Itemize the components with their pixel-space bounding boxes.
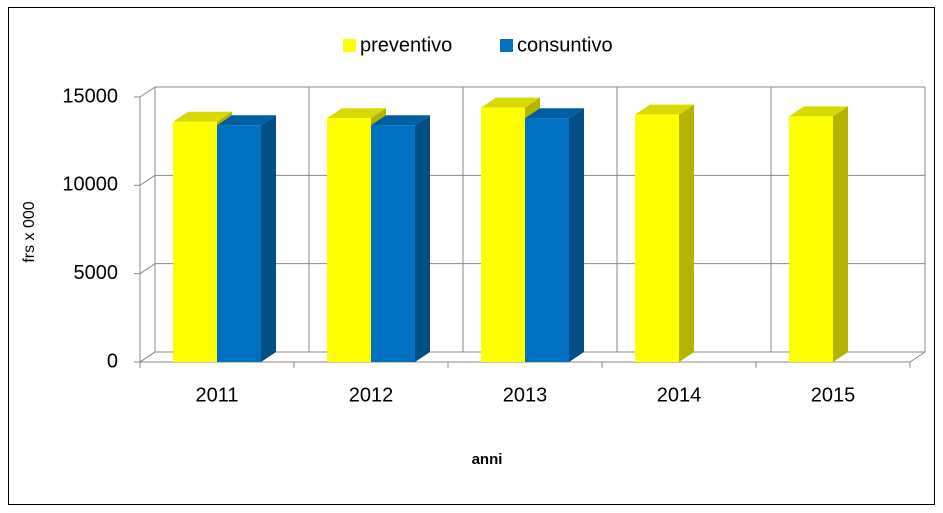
bar-top — [173, 111, 232, 122]
bar-side — [415, 115, 430, 363]
bar-top — [635, 104, 694, 115]
y-tick-label: 15000 — [62, 85, 118, 107]
bar-top — [371, 115, 430, 126]
x-tick-label: 2011 — [195, 384, 238, 406]
grid-line-side — [139, 86, 156, 98]
bar-top — [525, 108, 584, 119]
bar — [525, 118, 569, 362]
x-axis-title: anni — [472, 451, 503, 468]
y-tick-label: 10000 — [62, 174, 118, 196]
bar-side — [261, 115, 276, 363]
y-tick-label: 0 — [107, 350, 118, 372]
bar-top — [481, 97, 540, 108]
bar — [217, 125, 261, 363]
x-tick-label: 2015 — [811, 384, 856, 406]
bar-side — [569, 108, 584, 362]
bar — [789, 116, 833, 362]
bar-top — [327, 108, 386, 119]
x-tick-label: 2012 — [349, 384, 394, 406]
x-tick-label: 2013 — [503, 384, 548, 406]
bar-side — [679, 104, 694, 363]
bar — [481, 107, 525, 362]
bar — [635, 114, 679, 363]
bar-top — [217, 115, 276, 126]
grid-line-side — [139, 174, 156, 186]
y-axis-title: frs x 000 — [21, 201, 38, 262]
chart-frame — [8, 7, 935, 505]
legend-swatch — [500, 39, 513, 52]
legend-label: consuntivo — [517, 34, 613, 56]
grid-line-side — [139, 351, 156, 363]
grid-line-side — [139, 263, 156, 275]
bar — [371, 125, 415, 363]
legend-swatch — [343, 39, 356, 52]
x-tick-label: 2014 — [657, 384, 702, 406]
bar — [327, 118, 371, 362]
y-tick-label: 5000 — [74, 262, 119, 284]
bar-side — [833, 106, 848, 362]
bar-top — [789, 106, 848, 117]
bar — [173, 121, 217, 362]
legend-label: preventivo — [360, 34, 452, 56]
